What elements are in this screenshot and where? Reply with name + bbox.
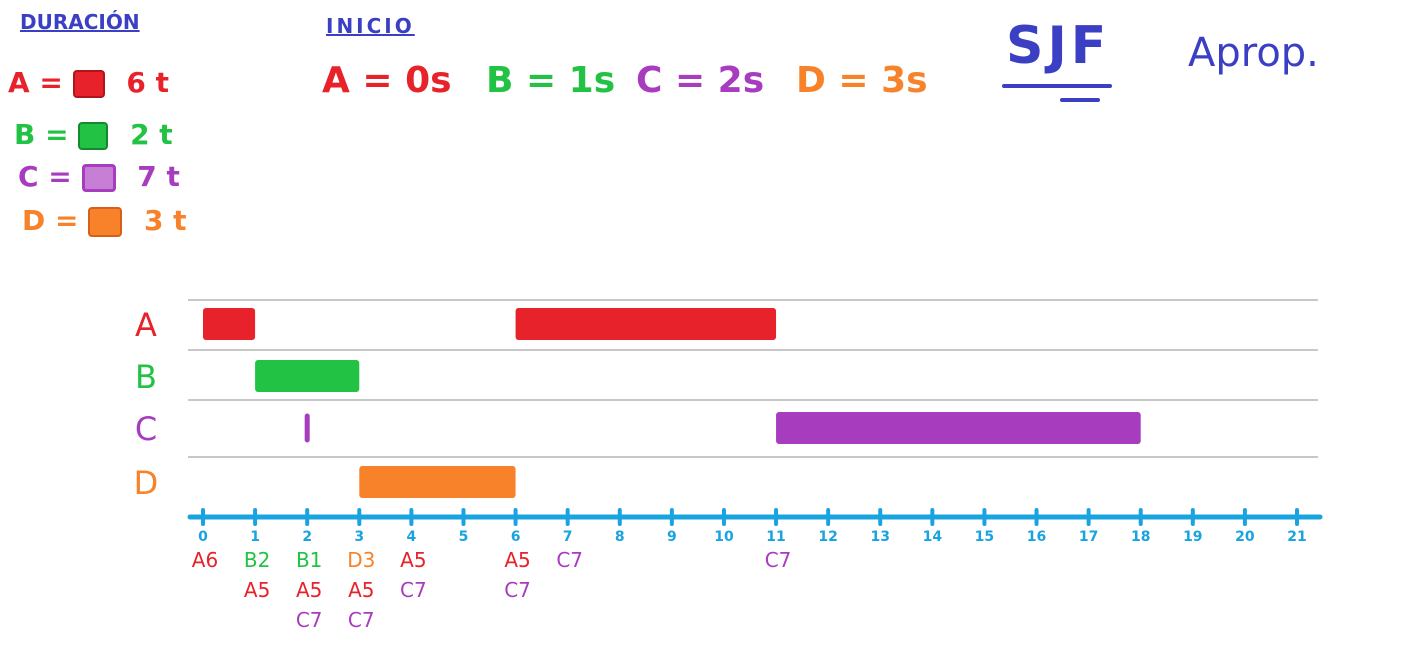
tick-label: 11 — [766, 529, 785, 545]
queue-item-c: C7 — [556, 548, 583, 572]
tick-label: 20 — [1235, 529, 1255, 545]
row-label-c: C — [135, 410, 157, 448]
row-label-a: A — [135, 306, 157, 344]
gantt-bar-b — [255, 360, 360, 392]
duration-label: C = — [18, 160, 72, 193]
duration-item-c: C = 7 t — [18, 160, 180, 193]
duration-label: A = — [8, 66, 63, 99]
tick-label: 0 — [198, 529, 208, 545]
tick-label: 9 — [667, 529, 677, 545]
duration-value: 7 t — [137, 160, 180, 193]
duration-box-icon — [81, 164, 116, 192]
gantt-bar-d — [359, 466, 516, 498]
mode-label: Aprop. — [1188, 30, 1319, 76]
tick-label: 10 — [714, 529, 734, 545]
algorithm-underline — [1002, 84, 1112, 88]
queue-item-a: A5 — [400, 548, 426, 572]
queue-item-a: A5 — [296, 578, 322, 602]
tick-label: 15 — [975, 529, 994, 545]
queue-item-c: C7 — [504, 578, 531, 602]
queue-item-d: D3 — [347, 548, 375, 572]
duration-box-icon — [78, 122, 109, 150]
tick-label: 16 — [1027, 529, 1046, 545]
tick-label: 19 — [1183, 529, 1202, 545]
tick-label: 14 — [923, 529, 943, 545]
queue-item-c: C7 — [348, 608, 375, 632]
tick-label: 6 — [511, 529, 521, 545]
tick-label: 4 — [407, 529, 417, 545]
duration-value: 3 t — [143, 204, 187, 237]
duration-box-icon — [72, 70, 105, 98]
duration-box-icon — [88, 207, 123, 237]
gantt-bar-a — [515, 308, 777, 340]
tick-label: 12 — [818, 529, 837, 545]
tick-label: 5 — [459, 529, 469, 545]
duration-item-d: D = 3 t — [22, 204, 187, 237]
queue-item-a: A5 — [504, 548, 530, 572]
tick-label: 2 — [302, 529, 312, 545]
duration-value: 6 t — [126, 66, 170, 99]
tick-label: 3 — [354, 529, 364, 545]
start-item-b: B = 1s — [486, 60, 616, 101]
duration-item-b: B = 2 t — [14, 118, 173, 151]
queue-item-c: C7 — [296, 608, 323, 632]
start-item-c: C = 2s — [636, 60, 765, 101]
duration-item-a: A = 6 t — [8, 66, 169, 99]
tick-label: 13 — [870, 529, 889, 545]
queue-item-c: C7 — [400, 578, 427, 602]
algorithm-underline-2 — [1060, 98, 1100, 102]
row-label-b: B — [135, 358, 157, 396]
duration-label: B = — [14, 118, 69, 151]
duration-value: 2 t — [130, 118, 173, 151]
algorithm-title: SJF — [1006, 16, 1111, 76]
queue-item-b: B1 — [296, 548, 322, 572]
start-item-a: A = 0s — [322, 60, 452, 101]
gantt-bar-c — [776, 412, 1141, 444]
gantt-bar-a — [203, 308, 256, 340]
tick-label: 8 — [615, 529, 625, 545]
start-item-d: D = 3s — [796, 60, 928, 101]
queue-item-a: A6 — [192, 548, 218, 572]
queue-item-a: A5 — [348, 578, 374, 602]
duration-label: D = — [22, 204, 79, 237]
queue-item-c: C7 — [765, 548, 792, 572]
tick-label: 21 — [1287, 529, 1306, 545]
tick-label: 17 — [1079, 529, 1098, 545]
queue-item-b: B2 — [244, 548, 270, 572]
row-label-d: D — [134, 464, 159, 502]
tick-label: 7 — [563, 529, 573, 545]
queue-item-a: A5 — [244, 578, 270, 602]
tick-label: 1 — [250, 529, 260, 545]
start-title: INICIO — [326, 14, 415, 38]
tick-label: 18 — [1131, 529, 1150, 545]
duration-title: DURACIÓN — [20, 10, 140, 34]
